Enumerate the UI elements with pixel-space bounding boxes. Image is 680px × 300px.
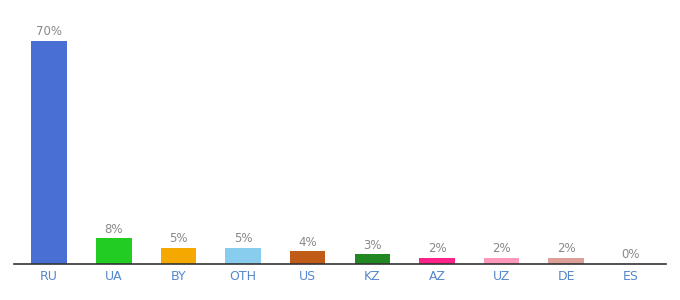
Text: 3%: 3%	[363, 239, 381, 252]
Bar	[354, 254, 390, 264]
Bar	[549, 258, 584, 264]
Bar	[225, 248, 261, 264]
Bar	[290, 251, 326, 264]
Text: 2%: 2%	[492, 242, 511, 255]
Text: 4%: 4%	[299, 236, 317, 249]
Text: 2%: 2%	[428, 242, 446, 255]
Text: 8%: 8%	[105, 223, 123, 236]
Text: 70%: 70%	[36, 25, 62, 38]
Bar	[483, 258, 520, 264]
Bar	[160, 248, 197, 264]
Bar	[96, 238, 131, 264]
Text: 2%: 2%	[557, 242, 575, 255]
Bar	[31, 40, 67, 264]
Bar	[419, 258, 455, 264]
Text: 0%: 0%	[622, 248, 640, 261]
Text: 5%: 5%	[169, 232, 188, 245]
Text: 5%: 5%	[234, 232, 252, 245]
